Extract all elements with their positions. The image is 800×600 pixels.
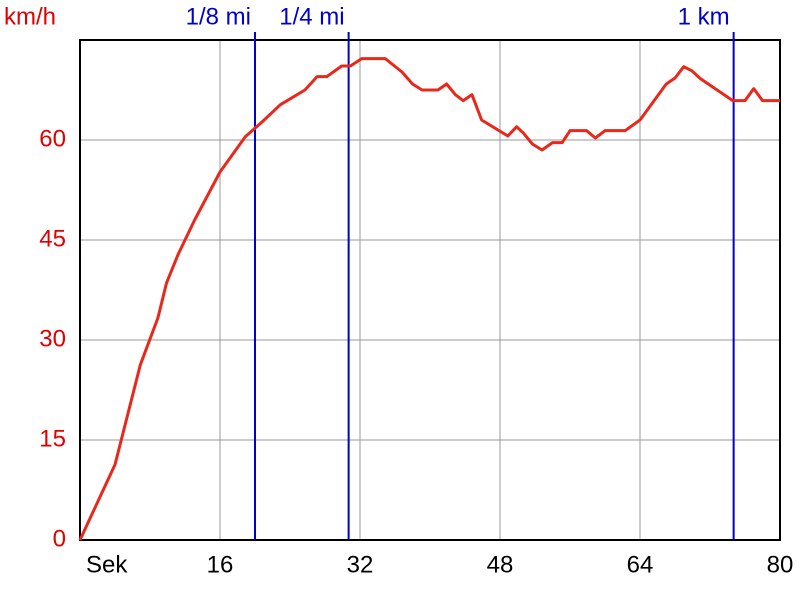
marker-label: 1/8 mi [186, 3, 251, 30]
marker-label: 1 km [678, 3, 730, 30]
y-tick-label: 60 [39, 125, 66, 152]
x-tick-label: 80 [767, 551, 794, 578]
y-axis-label: km/h [4, 3, 56, 30]
x-tick-label: 32 [347, 551, 374, 578]
y-tick-label: 15 [39, 425, 66, 452]
x-tick-label: 16 [207, 551, 234, 578]
x-tick-label: 48 [487, 551, 514, 578]
marker-label: 1/4 mi [279, 3, 344, 30]
y-tick-label: 45 [39, 225, 66, 252]
speed-line [78, 57, 780, 541]
x-tick-label: Sek [86, 551, 128, 578]
y-tick-label: 0 [53, 525, 66, 552]
plot-frame [79, 39, 781, 541]
x-tick-label: 64 [627, 551, 654, 578]
y-tick-label: 30 [39, 325, 66, 352]
